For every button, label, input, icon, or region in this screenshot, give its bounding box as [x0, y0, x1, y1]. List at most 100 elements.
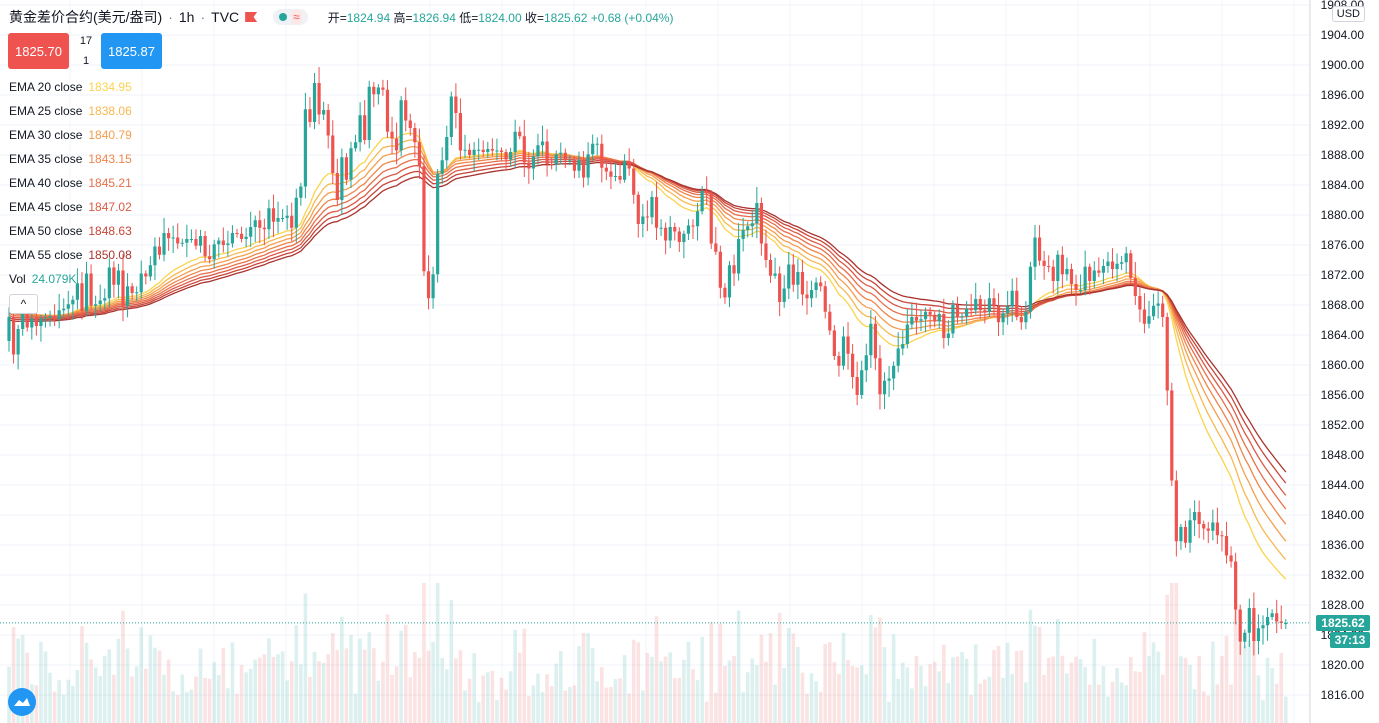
- ema-legend-row[interactable]: EMA 45 close 1847.02: [9, 200, 132, 214]
- volume-bar: [1183, 657, 1188, 723]
- volume-bar: [841, 632, 846, 723]
- ema-legend-row[interactable]: EMA 25 close 1838.06: [9, 104, 132, 118]
- volume-bar: [590, 648, 595, 723]
- candle-body: [1129, 253, 1133, 278]
- tradingview-logo-icon[interactable]: [8, 688, 36, 716]
- candle-body: [322, 110, 326, 115]
- candle-body: [955, 305, 960, 317]
- grid-lines: [0, 0, 1310, 723]
- price-tick: 1896.00: [1321, 88, 1365, 102]
- price-tick: 1848.00: [1321, 448, 1365, 462]
- volume-bar: [185, 691, 189, 723]
- price-tick: 1864.00: [1321, 328, 1365, 342]
- volume-bar: [385, 614, 390, 723]
- volume-bar: [34, 685, 39, 723]
- price-tick: 1856.00: [1321, 388, 1365, 402]
- symbol-header[interactable]: 黄金差价合约(美元/盎司) · 1h · TVC ≈ 开=1824.94 高=1…: [9, 9, 674, 25]
- volume-bar: [992, 649, 996, 723]
- volume-bar: [472, 653, 476, 723]
- candle-body: [869, 323, 873, 356]
- volume-bar: [891, 634, 896, 723]
- volume-bar: [919, 665, 923, 723]
- volume-bar: [1092, 638, 1097, 723]
- candle-body: [490, 149, 494, 151]
- volume-bar: [1069, 662, 1074, 723]
- volume-bar: [102, 655, 107, 723]
- volume-bar: [467, 678, 472, 723]
- candle-body: [737, 239, 741, 274]
- candle-body: [312, 83, 317, 122]
- candle-body: [1106, 261, 1110, 266]
- volume-legend[interactable]: Vol 24.079K: [9, 272, 77, 286]
- volume-bar: [353, 693, 358, 723]
- candle-body: [1179, 527, 1183, 542]
- volume-bar: [1224, 635, 1229, 723]
- candle-body: [814, 282, 818, 290]
- volume-bar: [248, 668, 253, 723]
- volume-bar: [887, 701, 891, 723]
- market-status-pill[interactable]: ≈: [273, 9, 308, 25]
- candle-body: [677, 231, 681, 242]
- volume-bar: [312, 651, 317, 723]
- ema-legend-row[interactable]: EMA 20 close 1834.95: [9, 80, 132, 94]
- ema-legend-value: 1850.08: [88, 248, 132, 262]
- volume-bar: [1174, 583, 1179, 723]
- volume-bar: [180, 674, 185, 723]
- volume-bar: [1211, 641, 1215, 723]
- volume-bar: [431, 641, 435, 723]
- volume-bar: [166, 659, 171, 723]
- volume-bar: [1019, 650, 1024, 723]
- volume-bar: [1242, 645, 1247, 723]
- buy-button[interactable]: 1825.87: [101, 33, 162, 69]
- candle-body: [1147, 316, 1151, 324]
- volume-bar: [1247, 640, 1252, 723]
- collapse-legend-button[interactable]: ^: [9, 294, 38, 314]
- candle-body: [422, 166, 426, 272]
- candle-body: [887, 378, 891, 381]
- ema-legend-row[interactable]: EMA 50 close 1848.63: [9, 224, 132, 238]
- volume-bar: [52, 691, 57, 723]
- volume-bar: [805, 693, 809, 723]
- ema-legend-value: 1845.21: [88, 176, 132, 190]
- ema-ribbon: [8, 132, 1287, 580]
- candle-body: [645, 216, 649, 218]
- candle-body: [390, 131, 394, 139]
- ema-legend-row[interactable]: EMA 30 close 1840.79: [9, 128, 132, 142]
- symbol-name[interactable]: 黄金差价合约(美元/盎司): [9, 9, 163, 25]
- ema-legend-label: EMA 55 close: [9, 248, 83, 262]
- currency-label[interactable]: USD: [1331, 6, 1365, 22]
- candle-body: [1115, 263, 1119, 269]
- candle-body: [864, 355, 868, 371]
- volume-bar: [531, 685, 536, 723]
- ema-legend-row[interactable]: EMA 40 close 1845.21: [9, 176, 132, 190]
- candle-body: [481, 149, 485, 152]
- volume-bar: [645, 652, 650, 723]
- candle-body: [759, 203, 763, 244]
- price-axis[interactable]: 1908.001904.001900.001896.001892.001888.…: [1321, 0, 1365, 702]
- flag-icon[interactable]: [245, 12, 258, 22]
- candle-body: [1024, 311, 1028, 323]
- price-tick: 1840.00: [1321, 508, 1365, 522]
- candle-body: [436, 173, 440, 275]
- ema-legend-label: EMA 30 close: [9, 128, 83, 142]
- candle-body: [559, 152, 563, 155]
- volume-bar: [417, 657, 422, 723]
- volume-bar: [1110, 681, 1115, 723]
- volume-bar: [764, 661, 768, 723]
- sell-button[interactable]: 1825.70: [8, 33, 69, 69]
- candle-body: [1001, 313, 1005, 323]
- volume-bar: [116, 638, 121, 723]
- candle-body: [623, 161, 627, 180]
- volume-bar: [796, 646, 800, 723]
- volume-bar: [422, 583, 426, 723]
- interval[interactable]: 1h: [178, 9, 195, 25]
- volume-bar: [987, 676, 992, 723]
- volume-bar: [600, 667, 604, 723]
- volume-bar: [162, 674, 166, 723]
- candle-body: [472, 149, 476, 155]
- ema-legend-row[interactable]: EMA 35 close 1843.15: [9, 152, 132, 166]
- volume-bar: [11, 627, 16, 723]
- volume-bar: [704, 701, 709, 723]
- ema-legend-row[interactable]: EMA 55 close 1850.08: [9, 248, 132, 262]
